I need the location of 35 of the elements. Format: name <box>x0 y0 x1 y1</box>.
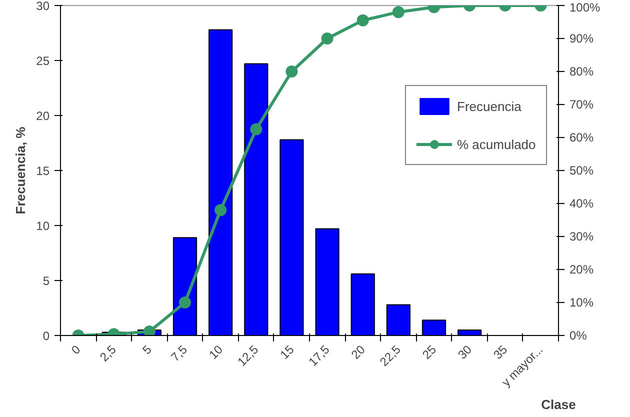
x-tick-label: 15 <box>277 342 297 362</box>
y-tick-label: 20 <box>36 109 50 123</box>
x-tick-label: 5 <box>140 342 155 358</box>
x-tick-label: 10 <box>206 342 226 362</box>
y-tick-label: 15 <box>36 164 50 178</box>
x-tick-label: 0 <box>68 342 84 358</box>
y2-tick-label: 80% <box>570 64 594 78</box>
y2-tick-label: 90% <box>570 32 594 46</box>
y2-tick-label: 10% <box>570 296 594 310</box>
x-tick-label: 25 <box>420 342 440 362</box>
y-axis-title: Frecuencia, % <box>13 126 28 214</box>
y-tick-label: 25 <box>36 54 50 68</box>
point <box>214 204 227 216</box>
y-tick-label: 5 <box>42 274 50 288</box>
y2-tick-label: 40% <box>570 196 594 210</box>
y-tick-label: 0 <box>42 329 50 343</box>
legend-label: Frecuencia <box>457 98 522 114</box>
y2-tick-label: 0% <box>570 328 588 342</box>
y2-tick-label: 60% <box>570 130 594 144</box>
x-tick-label: 35 <box>490 342 510 362</box>
y-tick-label: 10 <box>36 219 50 233</box>
point <box>143 326 156 336</box>
y-tick-label: 30 <box>36 0 50 13</box>
legend-label: % acumulado <box>457 136 536 152</box>
y2-tick-label: 50% <box>570 164 594 178</box>
y2-tick-label: 20% <box>570 262 594 276</box>
x-tick-label: 20 <box>348 342 368 362</box>
y2-tick-label: 100% <box>570 0 601 14</box>
x-axis-title: Clase <box>541 397 576 412</box>
point <box>250 123 262 136</box>
y2-tick-label: 70% <box>570 98 594 112</box>
x-tick-label: 2,5 <box>97 342 120 364</box>
x-tick-label: 30 <box>455 342 475 362</box>
y2-tick-label: 30% <box>570 230 594 244</box>
x-tick-label: 7,5 <box>168 342 190 364</box>
